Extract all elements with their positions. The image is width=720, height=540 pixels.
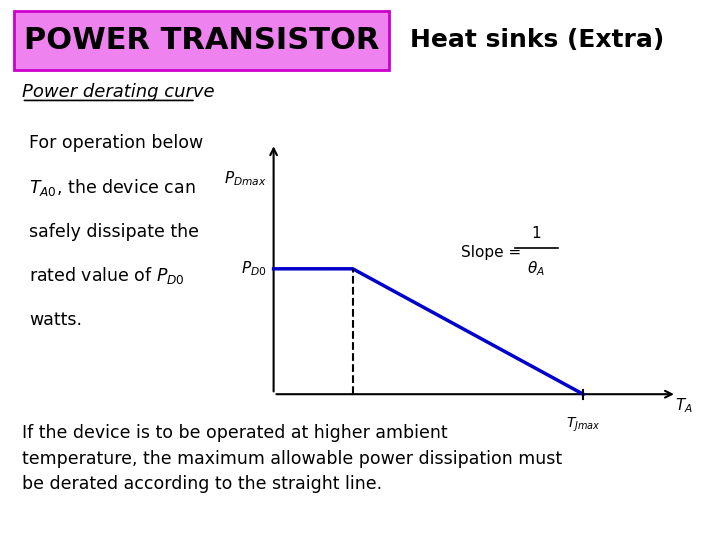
Text: $\theta_A$: $\theta_A$ <box>528 259 545 278</box>
Text: rated value of $P_{D0}$: rated value of $P_{D0}$ <box>29 266 184 286</box>
Text: safely dissipate the: safely dissipate the <box>29 222 199 241</box>
Text: $P_{D0}$: $P_{D0}$ <box>241 259 266 278</box>
Text: 1: 1 <box>531 226 541 241</box>
Text: $T_A$: $T_A$ <box>675 396 693 415</box>
Text: $T_{A0}$, the device can: $T_{A0}$, the device can <box>29 177 195 198</box>
Text: Heat sinks (Extra): Heat sinks (Extra) <box>410 29 665 52</box>
FancyBboxPatch shape <box>14 11 389 70</box>
Text: Slope =: Slope = <box>461 245 526 260</box>
Text: watts.: watts. <box>29 311 82 329</box>
Text: For operation below: For operation below <box>29 134 203 152</box>
Text: If the device is to be operated at higher ambient
temperature, the maximum allow: If the device is to be operated at highe… <box>22 424 562 494</box>
Text: Power derating curve: Power derating curve <box>22 83 215 101</box>
Text: $P_{Dmax}$: $P_{Dmax}$ <box>224 169 266 187</box>
Text: POWER TRANSISTOR: POWER TRANSISTOR <box>24 26 379 55</box>
Text: $T_{Jmax}$: $T_{Jmax}$ <box>566 415 600 434</box>
